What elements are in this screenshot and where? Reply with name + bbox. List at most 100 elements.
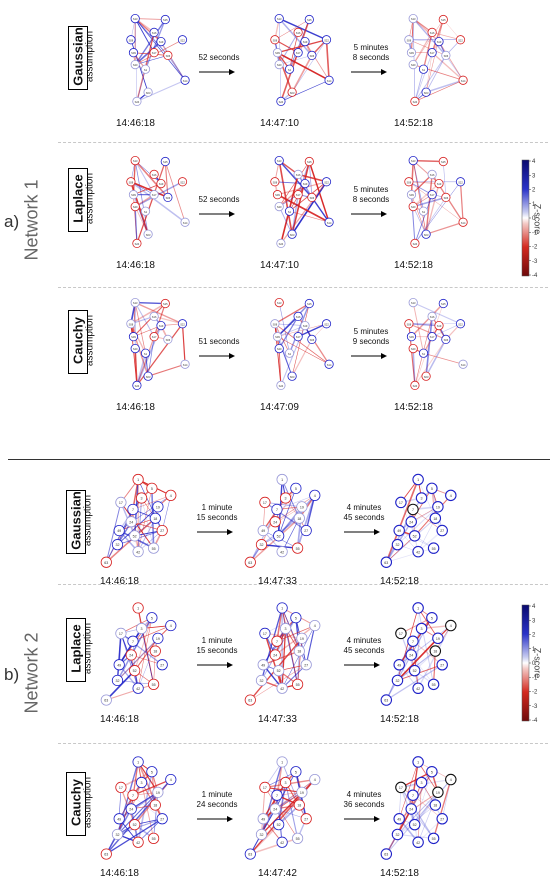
node-label: 24: [409, 654, 413, 658]
node-label: S08: [273, 322, 278, 326]
network-edge: [414, 52, 433, 102]
timestamp: 14:47:09: [260, 402, 299, 413]
arrow-head: [374, 529, 380, 535]
network-node: [441, 192, 451, 203]
network-node: [427, 48, 437, 58]
node-label: S22: [458, 38, 463, 42]
time-gap-line: 1 minute: [201, 790, 233, 799]
network-node: [427, 678, 440, 691]
network-node: [405, 516, 417, 528]
network-graph: 1 5 3 4 17 7 19 18 24 27 49 52 32 55 42 63: [380, 756, 457, 860]
colorbar-gradient: [521, 604, 530, 722]
network-edge: [281, 664, 307, 689]
node-label: S03: [290, 375, 295, 379]
node-label: 32: [259, 679, 263, 683]
node-label: 18: [433, 804, 437, 808]
arrow-icon: [198, 205, 236, 217]
network-node: [143, 87, 153, 97]
network-node: [244, 556, 256, 568]
network-node: [276, 756, 288, 768]
network-edge: [134, 206, 149, 235]
arrow-head: [381, 69, 387, 75]
network-node: [458, 75, 468, 85]
node-label: S14: [183, 363, 188, 367]
time-gap-label: 1 minute 15 seconds: [188, 503, 246, 523]
node-label: S06: [310, 54, 315, 58]
node-label: S15: [441, 302, 446, 306]
node-label: S03: [290, 233, 295, 237]
node-label: S24: [135, 384, 140, 388]
node-label: 49: [117, 529, 121, 533]
assumption-name-laplace: Laplace: [70, 174, 86, 223]
network-node: [130, 343, 140, 354]
network-edge: [280, 211, 290, 244]
node-label: S16: [296, 315, 301, 319]
network-node: [177, 35, 188, 45]
network-node: [412, 602, 424, 614]
network-node: [445, 773, 457, 786]
network-edge: [443, 161, 447, 198]
network-edge: [274, 19, 310, 40]
network-edge: [285, 782, 299, 839]
node-label: S09: [409, 335, 414, 339]
node-label: S06: [166, 196, 171, 200]
network-edge: [396, 637, 439, 682]
node-label: 1: [281, 607, 283, 611]
network-edge: [459, 181, 464, 223]
assumption-box: [66, 490, 86, 554]
network-edge: [134, 160, 149, 235]
node-label: S06: [444, 338, 449, 342]
network-edge: [425, 52, 433, 93]
network-panel-2: 1 5 3 4 17 7 19 18 24 27 49 52 32 55 42 63: [240, 598, 338, 708]
node-label: 63: [384, 853, 388, 857]
network-edge: [385, 479, 419, 563]
node-label: 27: [160, 529, 164, 533]
colorbar-b: 4 3 2 1 0 -1 -2 -3 -4: [520, 603, 550, 724]
network-node: [410, 96, 420, 107]
network-graph: 1 5 3 4 17 7 19 18 24 27 49 52 32 55 42 63: [380, 602, 457, 706]
network-node: [100, 694, 112, 706]
node-label: S19: [303, 324, 308, 328]
node-label: 63: [248, 699, 252, 703]
timestamp: 14:52:18: [394, 260, 433, 271]
network-edge: [137, 518, 156, 552]
network-node: [272, 48, 283, 58]
time-gap-label: 5 minutes 8 seconds: [342, 185, 400, 205]
network-edge: [276, 795, 283, 843]
node-label: 24: [129, 808, 133, 812]
network-edge: [278, 206, 293, 235]
colorbar-tick-label: -4: [532, 273, 538, 278]
network-graph: 1 5 3 4 17 7 19 18 24 27 49 52 32 55 42 63: [100, 602, 177, 706]
timestamp: 14:46:18: [100, 576, 139, 587]
section-letter-b: b): [4, 665, 20, 684]
network-node: [412, 836, 424, 849]
network-edge: [275, 495, 315, 523]
node-label: S09: [131, 51, 136, 55]
network-edge: [135, 39, 183, 65]
time-gap-line: 5 minutes: [353, 43, 389, 52]
network-node: [427, 542, 440, 554]
node-label: 52: [413, 823, 417, 827]
network-edge: [277, 323, 327, 337]
network-edge: [423, 352, 464, 365]
network-node: [321, 319, 332, 329]
node-label: S17: [296, 335, 301, 339]
network-node: [427, 169, 437, 180]
network-edge: [397, 792, 439, 835]
network-node: [293, 332, 303, 342]
node-label: S09: [275, 335, 280, 339]
network-edge: [278, 17, 327, 41]
network-node: [287, 87, 297, 97]
network-node: [146, 766, 158, 778]
network-panel-2: S13 S15 S08 S16 S19 S22 S09 S17 S06 S20 S1 S03 S14 S2…: [256, 8, 354, 112]
network-node: [115, 627, 127, 640]
network-node: [408, 14, 418, 24]
network-node: [126, 319, 136, 329]
network-node: [304, 298, 314, 309]
network-node: [434, 36, 444, 47]
node-label: S16: [152, 315, 157, 319]
node-label: 32: [259, 833, 263, 837]
node-label: S22: [458, 322, 463, 326]
time-gap-line: 51 seconds: [198, 337, 240, 346]
network-edge: [137, 617, 153, 689]
